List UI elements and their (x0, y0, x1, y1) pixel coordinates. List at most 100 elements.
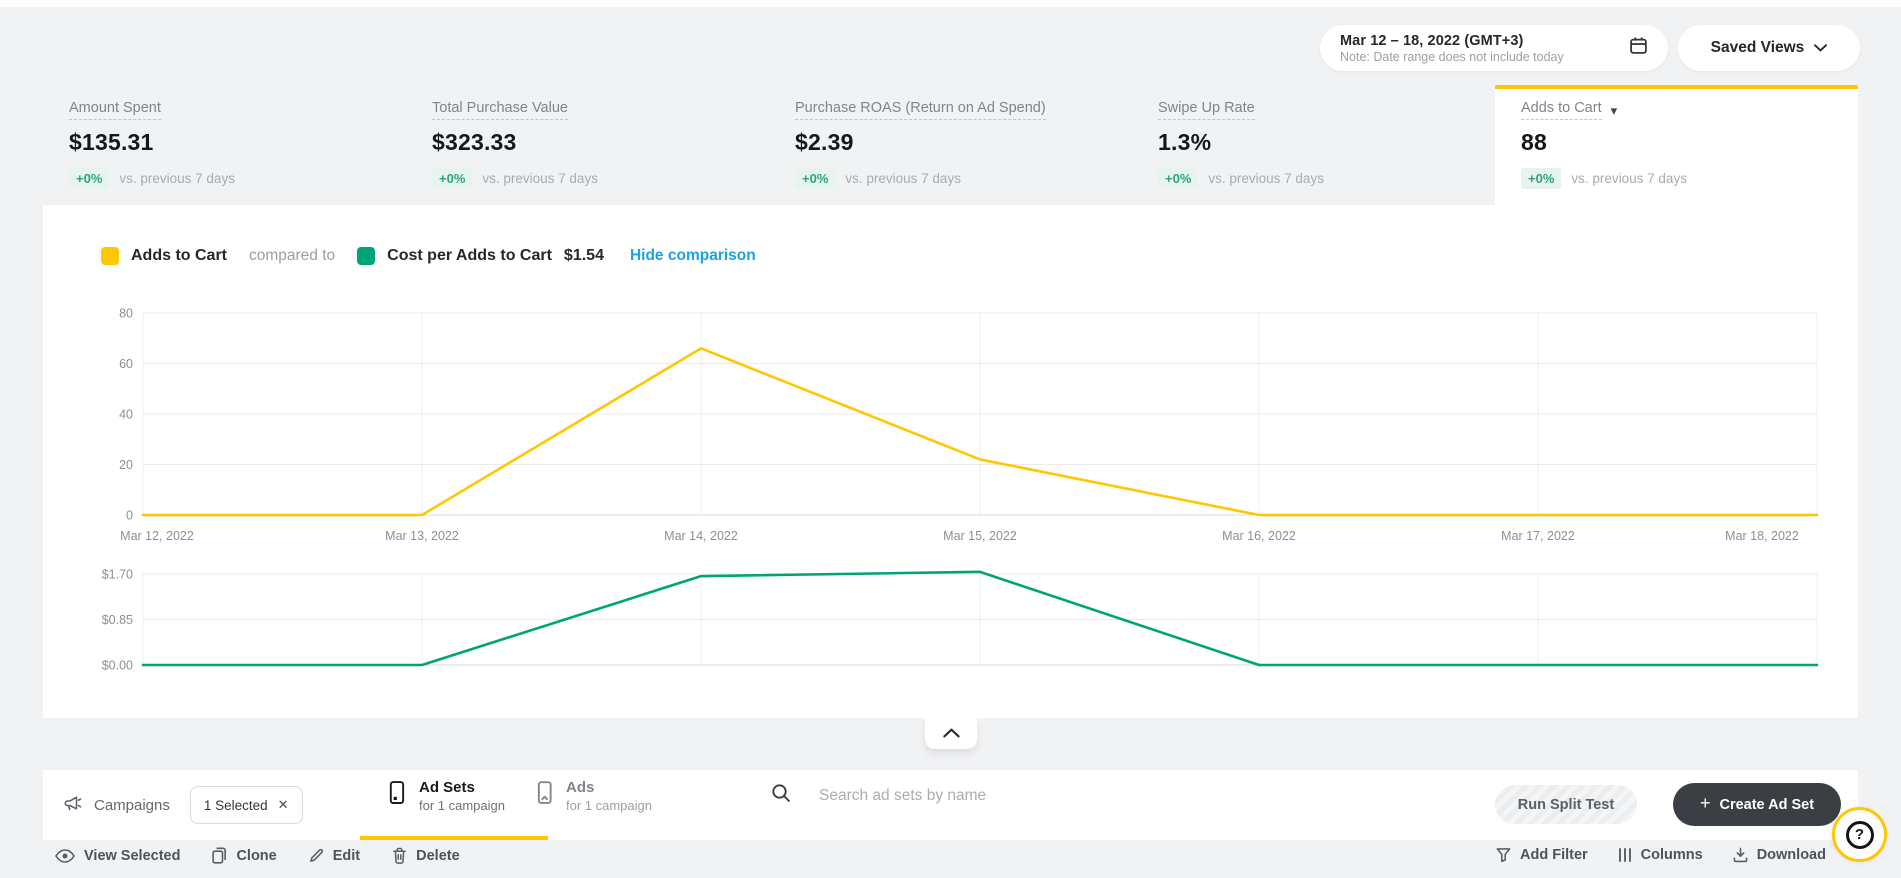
clone-label: Clone (236, 847, 277, 864)
vs-note: vs. previous 7 days (1208, 171, 1324, 186)
svg-text:20: 20 (119, 458, 133, 472)
legend-primary-label: Adds to Cart (131, 247, 227, 264)
tab-ad-sets-sub: for 1 campaign (419, 798, 505, 813)
table-options-toolbar: Add Filter Columns Download (1496, 847, 1826, 863)
svg-text:40: 40 (119, 408, 133, 422)
close-icon[interactable]: ✕ (277, 797, 289, 812)
edit-label: Edit (332, 847, 361, 864)
svg-text:0: 0 (126, 509, 133, 523)
download-icon (1733, 847, 1748, 863)
vs-note: vs. previous 7 days (119, 171, 235, 186)
delta-badge: +0% (69, 168, 110, 189)
campaigns-label: Campaigns (94, 796, 170, 814)
saved-views-label: Saved Views (1710, 39, 1805, 56)
help-button[interactable]: ? (1832, 807, 1887, 862)
phone-arrow-icon (536, 780, 553, 812)
active-tab-underline (360, 836, 548, 840)
plus-icon: + (1699, 793, 1711, 813)
metric-value: 1.3% (1158, 129, 1212, 155)
svg-text:Mar 17, 2022: Mar 17, 2022 (1501, 529, 1575, 543)
columns-icon (1618, 848, 1632, 862)
view-selected-button[interactable]: View Selected (55, 848, 180, 864)
svg-text:Mar 15, 2022: Mar 15, 2022 (943, 529, 1017, 543)
question-mark-icon: ? (1845, 820, 1874, 849)
add-filter-button[interactable]: Add Filter (1496, 847, 1588, 863)
delta-badge: +0% (1158, 168, 1199, 189)
selected-chip-label: 1 Selected (203, 797, 268, 813)
metric-value: 88 (1521, 129, 1547, 155)
tab-ad-sets-title: Ad Sets (419, 779, 475, 796)
legend-compared-to: compared to (249, 247, 336, 264)
svg-text:$0.85: $0.85 (102, 613, 133, 627)
create-ad-set-button[interactable]: + Create Ad Set (1673, 783, 1841, 826)
hide-comparison-link[interactable]: Hide comparison (629, 247, 756, 264)
legend-secondary-label: Cost per Adds to Cart (387, 247, 552, 264)
delta-badge: +0% (432, 168, 473, 189)
create-ad-set-label: Create Ad Set (1719, 796, 1815, 813)
date-range-note: Note: Date range does not include today (1340, 49, 1564, 64)
metric-value: $2.39 (795, 129, 854, 155)
metric-label: Total Purchase Value (432, 100, 568, 120)
pencil-icon (309, 848, 324, 863)
svg-text:Mar 12, 2022: Mar 12, 2022 (120, 529, 194, 543)
metric-card-purchase-roas[interactable]: Purchase ROAS (Return on Ad Spend) $2.39… (769, 85, 1132, 205)
legend-swatch-cost-per-add (357, 247, 376, 265)
funnel-icon (1496, 847, 1511, 863)
phone-stack-icon (387, 780, 406, 812)
delete-label: Delete (416, 847, 460, 864)
metric-label: Swipe Up Rate (1158, 100, 1255, 120)
selected-filter-chip[interactable]: 1 Selected ✕ (189, 786, 303, 824)
metric-label: Adds to Cart (1521, 100, 1602, 120)
date-range-picker[interactable]: Mar 12 – 18, 2022 (GMT+3) Note: Date ran… (1320, 25, 1668, 71)
calendar-icon (1629, 36, 1648, 60)
svg-text:Mar 18, 2022: Mar 18, 2022 (1725, 529, 1799, 543)
edit-button[interactable]: Edit (309, 848, 360, 864)
search-bar (771, 783, 1379, 808)
eye-icon (55, 848, 75, 863)
date-range-value: Mar 12 – 18, 2022 (GMT+3) (1340, 32, 1524, 49)
megaphone-icon (63, 794, 82, 817)
search-input[interactable] (819, 786, 1379, 805)
tab-ads[interactable]: Ads for 1 campaign (536, 779, 652, 813)
saved-views-button[interactable]: Saved Views (1678, 25, 1860, 71)
top-strip (0, 0, 1901, 7)
metric-value: $135.31 (69, 129, 154, 155)
metric-card-swipe-up-rate[interactable]: Swipe Up Rate 1.3% +0% vs. previous 7 day… (1132, 85, 1495, 205)
date-range-text: Mar 12 – 18, 2022 (GMT+3) Note: Date ran… (1340, 33, 1615, 64)
svg-text:$1.70: $1.70 (102, 568, 133, 582)
metric-card-adds-to-cart-selected[interactable]: Adds to Cart ▾ 88 +0% vs. previous 7 days (1495, 85, 1858, 205)
columns-button[interactable]: Columns (1618, 847, 1703, 863)
svg-text:80: 80 (119, 307, 133, 321)
legend-swatch-adds-to-cart (101, 247, 119, 265)
clone-icon (212, 847, 227, 864)
tab-ads-sub: for 1 campaign (566, 798, 652, 813)
svg-text:Mar 14, 2022: Mar 14, 2022 (664, 529, 738, 543)
svg-text:Mar 13, 2022: Mar 13, 2022 (385, 529, 459, 543)
vs-note: vs. previous 7 days (482, 171, 598, 186)
trash-icon (392, 847, 407, 864)
svg-text:60: 60 (119, 357, 133, 371)
metric-card-amount-spent[interactable]: Amount Spent $135.31 +0% vs. previous 7 d… (43, 85, 406, 205)
vs-note: vs. previous 7 days (1571, 171, 1687, 186)
vs-note: vs. previous 7 days (845, 171, 961, 186)
metric-value: $323.33 (432, 129, 517, 155)
legend-secondary-value: $1.54 (563, 247, 604, 264)
row-actions-toolbar: View Selected Clone Edit (55, 847, 460, 864)
download-button[interactable]: Download (1733, 847, 1826, 863)
caret-down-icon[interactable]: ▾ (1610, 102, 1618, 118)
tab-ad-sets[interactable]: Ad Sets for 1 campaign (387, 779, 505, 813)
delta-badge: +0% (1521, 168, 1562, 189)
clone-button[interactable]: Clone (212, 847, 277, 864)
chart-panel (43, 205, 1858, 718)
metric-label: Purchase ROAS (Return on Ad Spend) (795, 100, 1046, 120)
svg-text:$0.00: $0.00 (102, 659, 133, 673)
run-split-test-button[interactable]: Run Split Test (1495, 785, 1637, 824)
delete-button[interactable]: Delete (392, 847, 460, 864)
tab-campaigns[interactable]: Campaigns 1 Selected ✕ (63, 786, 303, 824)
metric-card-total-purchase-value[interactable]: Total Purchase Value $323.33 +0% vs. prev… (406, 85, 769, 205)
view-selected-label: View Selected (84, 847, 181, 864)
svg-text:Mar 16, 2022: Mar 16, 2022 (1222, 529, 1296, 543)
chevron-down-icon (1814, 39, 1828, 57)
collapse-chart-button[interactable] (925, 718, 977, 749)
